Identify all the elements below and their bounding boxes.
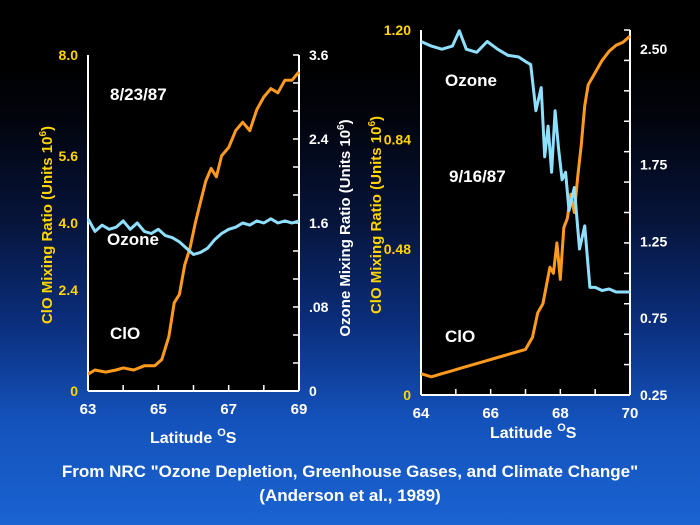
caption-line-2: (Anderson et al., 1989) [259, 486, 441, 505]
right-x-tick-labels: 64 66 68 70 [413, 405, 639, 422]
x-axis-title-right: Latitude OS [490, 422, 577, 442]
right-clo-tick-labels: 0 0.48 0.84 1.20 [384, 22, 411, 403]
right-clo-tick-label: 0 [403, 387, 411, 403]
left-clo-line [87, 70, 301, 376]
left-clo-tick-labels: 0 2.4 4.0 5.6 8.0 [59, 47, 79, 399]
date-label-left: 8/23/87 [110, 85, 167, 104]
right-x-tick-label: 66 [482, 405, 499, 422]
left-x-tick-label: 69 [291, 401, 308, 418]
left-ozone-tick-label: .08 [309, 299, 329, 315]
left-ozone-tick-label: 1.6 [309, 215, 329, 231]
clo-label-left: ClO [110, 324, 140, 343]
left-ozone-line [86, 217, 300, 256]
right-x-tick-label: 64 [413, 405, 430, 422]
left-clo-tick-label: 4.0 [59, 215, 79, 231]
clo-axis-title-right: ClO Mixing Ratio (Units 106) [367, 116, 385, 314]
ozone-axis-title-left: Ozone Mixing Ratio (Units 106) [336, 119, 354, 336]
right-ozone-tick-label: 0.75 [640, 310, 667, 326]
x-axis-title-left: Latitude OS [150, 427, 237, 447]
right-ozone-tick-label: 0.25 [640, 387, 667, 403]
left-clo-tick-label: 0 [70, 383, 78, 399]
right-x-tick-label: 68 [552, 405, 569, 422]
right-clo-tick-label: 0.48 [384, 241, 411, 257]
right-x-tick-label: 70 [622, 405, 639, 422]
right-series [420, 29, 631, 396]
clo-label-right: ClO [445, 327, 475, 346]
clo-axis-title-left: ClO Mixing Ratio (Units 106) [38, 126, 56, 324]
right-ozone-tick-label: 1.25 [640, 233, 667, 249]
left-ozone-tick-label: 0 [309, 383, 317, 399]
left-ozone-tick-label: 2.4 [309, 131, 329, 147]
left-x-tick-label: 67 [220, 401, 237, 418]
left-x-tick-label: 65 [150, 401, 167, 418]
date-label-right: 9/16/87 [449, 167, 506, 186]
left-x-tick-labels: 63 65 67 69 [80, 401, 308, 418]
right-ozone-tick-labels: 0.25 0.75 1.25 1.75 2.50 [640, 41, 667, 403]
left-x-tick-label: 63 [80, 401, 97, 418]
caption-line-1: From NRC "Ozone Depletion, Greenhouse Ga… [61, 462, 639, 481]
chart-9-16-87: 00.480.841.20 0.250.751.251.752.50 64 66 6… [367, 22, 667, 442]
left-clo-tick-label: 5.6 [59, 148, 79, 164]
right-clo-tick-label: 0.84 [384, 132, 411, 148]
right-ozone-tick-label: 1.75 [640, 156, 667, 172]
left-ozone-tick-label: 3.6 [309, 47, 329, 63]
left-clo-tick-label: 8.0 [59, 47, 79, 63]
right-clo-tick-label: 1.20 [384, 22, 411, 38]
right-clo-line [420, 34, 631, 379]
left-clo-tick-label: 2.4 [59, 282, 79, 298]
chart-8-23-87: 0 2.4 4.0 5.6 8.0 0 .08 1.6 2.4 3.6 63 65 67 69 8/2… [38, 47, 354, 447]
right-ozone-line [420, 29, 630, 294]
left-ozone-tick-labels: 0 .08 1.6 2.4 3.6 [309, 47, 329, 399]
ozone-label-left: Ozone [107, 230, 159, 249]
left-series [86, 54, 301, 392]
right-ozone-tick-label: 2.50 [640, 41, 667, 57]
plot-area-right [421, 30, 630, 395]
ozone-label-right: Ozone [445, 71, 497, 90]
